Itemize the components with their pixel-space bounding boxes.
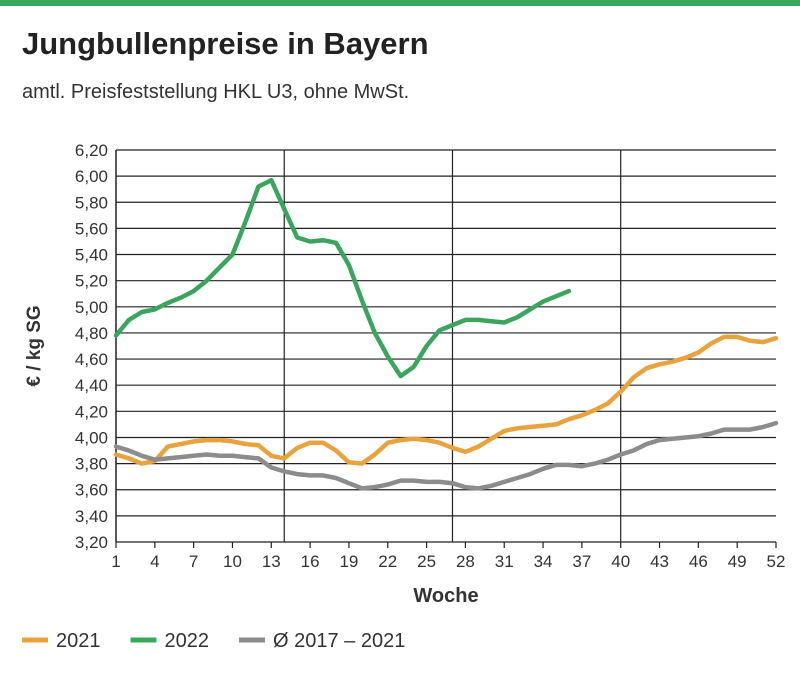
y-tick-label: 5,80 [75,193,108,212]
y-tick-label: 4,40 [75,376,108,395]
y-tick-label: 4,00 [75,428,108,447]
x-tick-label: 19 [339,552,358,571]
y-tick-label: 6,00 [75,167,108,186]
y-tick-label: 5,00 [75,298,108,317]
x-tick-label: 37 [572,552,591,571]
x-tick-label: 31 [495,552,514,571]
series-line [113,420,779,491]
y-tick-label: 3,80 [75,455,108,474]
y-tick-label: 4,20 [75,402,108,421]
series-line [113,177,572,379]
x-tick-label: 13 [262,552,281,571]
x-tick-label: 40 [611,552,630,571]
x-tick-label: 16 [301,552,320,571]
x-tick-label: 25 [417,552,436,571]
series-line [113,334,779,466]
y-tick-label: 5,60 [75,219,108,238]
legend-label: Ø 2017 – 2021 [273,630,405,652]
x-tick-label: 10 [223,552,242,571]
x-tick-label: 1 [111,552,120,571]
x-tick-label: 46 [689,552,708,571]
y-tick-label: 5,40 [75,246,108,265]
y-axis-label: € / kg SG [24,305,45,386]
x-tick-label: 7 [189,552,198,571]
y-tick-label: 3,40 [75,507,108,526]
x-tick-label: 34 [534,552,553,571]
y-tick-label: 3,20 [75,533,108,552]
x-tick-label: 52 [767,552,786,571]
top-bar [0,0,800,6]
x-tick-label: 43 [650,552,669,571]
y-tick-label: 6,20 [75,141,108,160]
x-tick-label: 4 [150,552,159,571]
x-axis-label: Woche [413,585,478,607]
chart-subtitle: amtl. Preisfeststellung HKL U3, ohne MwS… [22,81,409,103]
chart-title: Jungbullenpreise in Bayern [22,26,429,61]
y-tick-label: 5,20 [75,272,108,291]
legend-label: 2022 [165,630,210,652]
legend-label: 2021 [56,630,101,652]
y-tick-label: 3,60 [75,481,108,500]
y-tick-label: 4,60 [75,350,108,369]
y-tick-label: 4,80 [75,324,108,343]
x-tick-label: 22 [378,552,397,571]
x-tick-label: 49 [728,552,747,571]
x-tick-label: 28 [456,552,475,571]
